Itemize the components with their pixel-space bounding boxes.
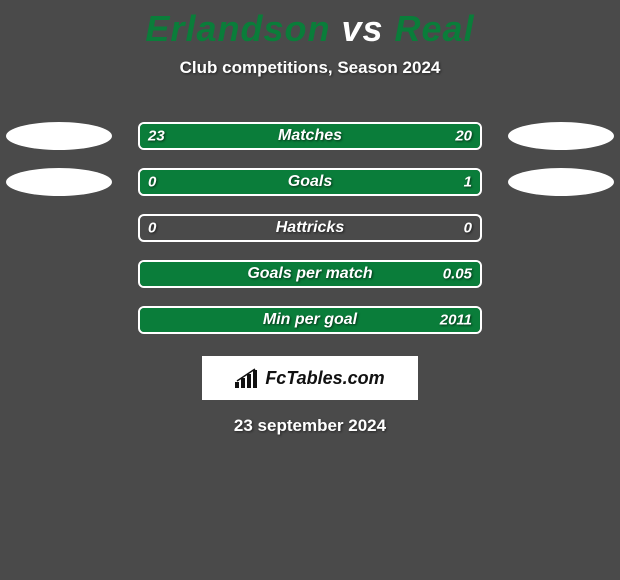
branding-badge[interactable]: FcTables.com [202,356,418,400]
stat-value-left: 23 [148,128,165,145]
bar-chart-icon [235,368,261,388]
player2-ellipse [508,168,614,196]
stat-label: Matches [140,127,480,145]
stat-value-left: 0 [148,220,156,237]
stat-value-left: 0 [148,174,156,191]
page-title: Erlandson vs Real [0,0,620,50]
stat-bar: Goals per match0.05 [138,260,482,288]
stat-value-right: 2011 [440,312,472,329]
stat-row: Min per goal2011 [0,302,620,348]
title-player2: Real [395,8,475,49]
branding-text: FcTables.com [265,368,384,389]
stat-bar: Min per goal2011 [138,306,482,334]
stat-label: Goals [140,173,480,191]
stat-bar: Hattricks0 0 [138,214,482,242]
stat-row: Goals0 1 [0,164,620,210]
title-player1: Erlandson [145,8,330,49]
player1-ellipse [6,168,112,196]
stat-row: Goals per match0.05 [0,256,620,302]
stat-value-right: 1 [464,174,472,191]
title-vs: vs [341,8,383,49]
stat-bar: Matches23 20 [138,122,482,150]
date-text: 23 september 2024 [0,416,620,436]
comparison-card: Erlandson vs Real Club competitions, Sea… [0,0,620,580]
stat-row: Hattricks0 0 [0,210,620,256]
player1-ellipse [6,122,112,150]
player2-ellipse [508,122,614,150]
stats-list: Matches2320Goals01Hattricks00Goals per m… [0,118,620,348]
stat-value-right: 0 [464,220,472,237]
stat-label: Min per goal [140,311,480,329]
stat-label: Goals per match [140,265,480,283]
stat-value-right: 20 [455,128,472,145]
stat-row: Matches23 20 [0,118,620,164]
stat-value-right: 0.05 [443,266,472,283]
stat-bar: Goals0 1 [138,168,482,196]
stat-label: Hattricks [140,219,480,237]
subtitle: Club competitions, Season 2024 [0,58,620,78]
